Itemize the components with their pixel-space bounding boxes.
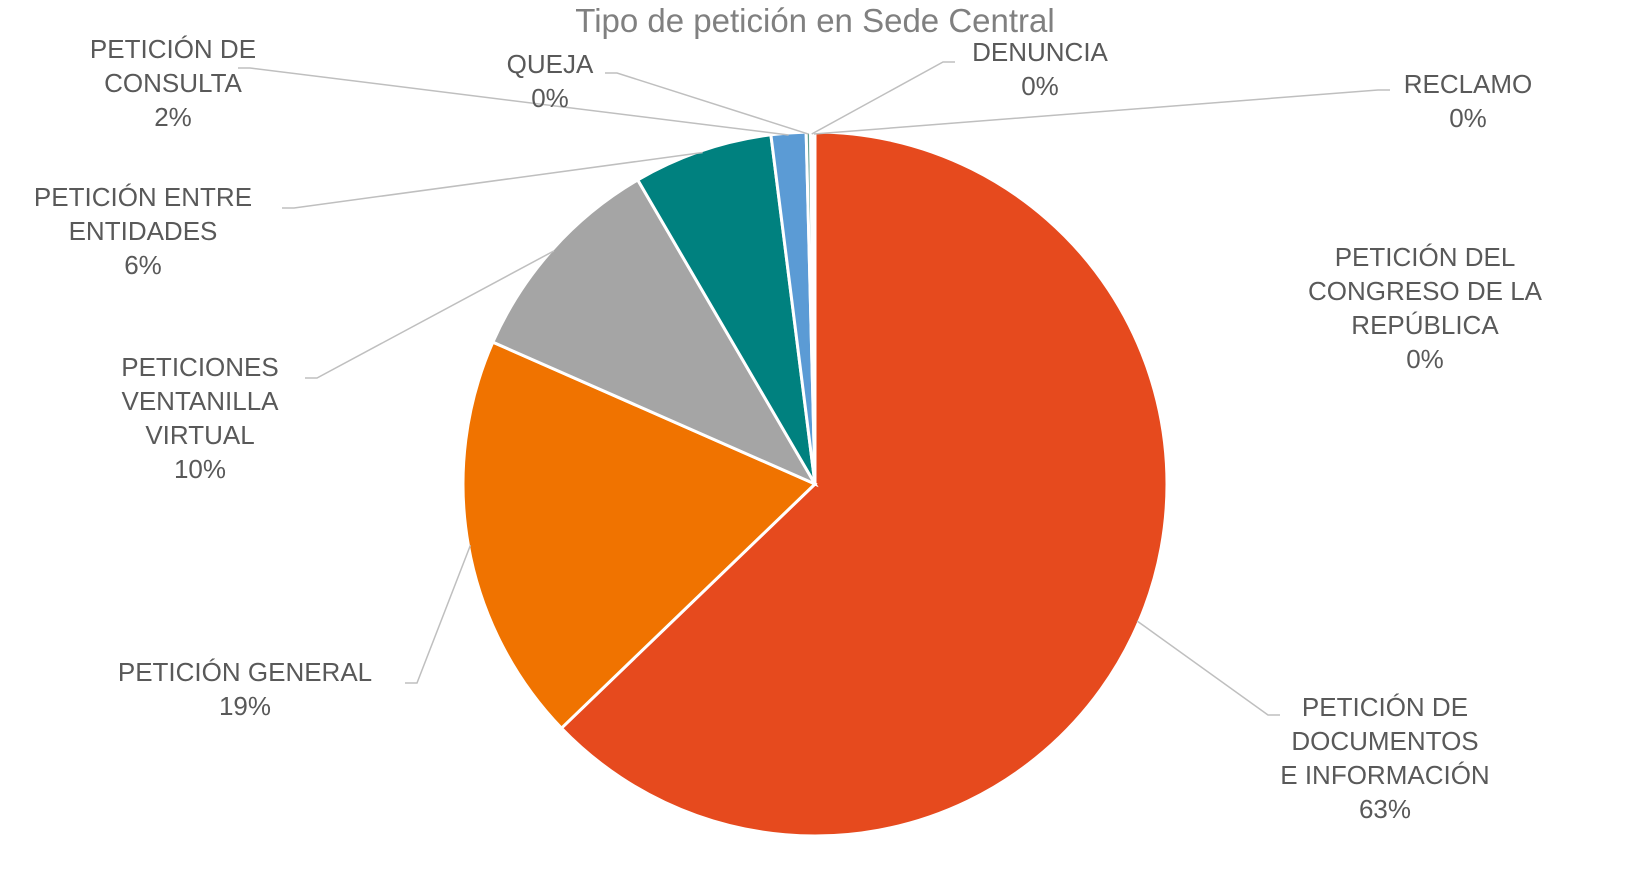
value-label: 0% bbox=[531, 83, 569, 113]
value-label: 63% bbox=[1358, 794, 1412, 824]
pie-slice bbox=[635, 133, 817, 485]
data-label: PETICIÓN DEL CONGRESO DE LA REPÚBLICA 0% bbox=[1280, 240, 1570, 376]
data-label: PETICIÓN DE DOCUMENTOS E INFORMACIÓN 63% bbox=[1280, 690, 1490, 826]
pie-slice bbox=[461, 340, 818, 731]
value-label: 10% bbox=[173, 454, 227, 484]
data-label: DENUNCIA 0% bbox=[950, 35, 1130, 103]
pie-slice bbox=[490, 177, 819, 488]
category-label: PETICIÓN DEL CONGRESO DE LA REPÚBLICA bbox=[1307, 242, 1543, 340]
category-label: PETICIÓN DE DOCUMENTOS E INFORMACIÓN bbox=[1280, 692, 1490, 790]
leader-line bbox=[1136, 620, 1280, 716]
value-label: 0% bbox=[1021, 71, 1059, 101]
value-label: 2% bbox=[154, 102, 192, 132]
leader-line bbox=[305, 250, 555, 379]
value-label: 19% bbox=[218, 691, 272, 721]
leader-line bbox=[813, 89, 1390, 135]
data-label: RECLAMO 0% bbox=[1388, 67, 1548, 135]
category-label: PETICIÓN GENERAL bbox=[117, 657, 373, 687]
category-label: DENUNCIA bbox=[972, 37, 1108, 67]
category-label: PETICIONES VENTANILLA VIRTUAL bbox=[121, 352, 279, 450]
data-label: PETICIÓN GENERAL 19% bbox=[80, 655, 410, 723]
data-label: PETICIONES VENTANILLA VIRTUAL 10% bbox=[100, 350, 300, 486]
leader-line bbox=[605, 72, 809, 135]
leader-line bbox=[238, 67, 789, 136]
chart-title: Tipo de petición en Sede Central bbox=[575, 2, 1055, 39]
leader-line bbox=[811, 61, 955, 135]
category-label: PETICIÓN ENTRE ENTIDADES bbox=[33, 182, 253, 246]
leader-line bbox=[405, 544, 472, 684]
data-label: QUEJA 0% bbox=[495, 47, 605, 115]
data-label: PETICIÓN DE CONSULTA 2% bbox=[68, 32, 278, 134]
value-label: 0% bbox=[1449, 103, 1487, 133]
category-label: RECLAMO bbox=[1403, 69, 1533, 99]
leader-line bbox=[282, 151, 703, 209]
value-label: 6% bbox=[124, 250, 162, 280]
value-label: 0% bbox=[1406, 344, 1444, 374]
data-label: PETICIÓN ENTRE ENTIDADES 6% bbox=[8, 180, 278, 282]
category-label: PETICIÓN DE CONSULTA bbox=[89, 34, 257, 98]
category-label: QUEJA bbox=[506, 49, 594, 79]
